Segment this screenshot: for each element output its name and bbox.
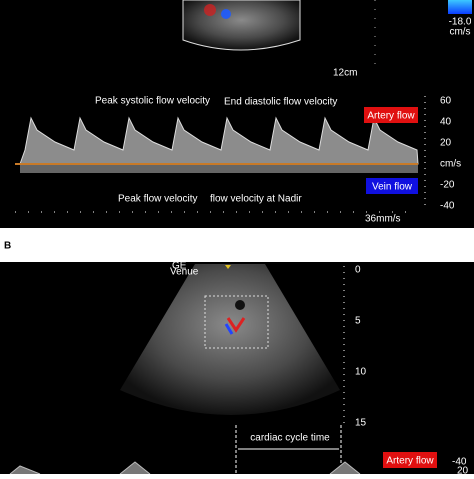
b-mode-image	[120, 264, 340, 415]
depth-label: 5	[355, 316, 361, 327]
doppler-spectrum	[19, 116, 419, 173]
depth-label: 0	[355, 265, 361, 276]
artery-spectrum	[19, 116, 419, 165]
velocity-label: -40	[452, 457, 467, 468]
color-box	[204, 295, 269, 349]
panel-label: B	[4, 241, 11, 252]
color-flow	[226, 317, 246, 333]
color-scale-unit: cm/s	[449, 27, 470, 38]
velocity-label: -20	[440, 180, 455, 191]
annotation: End diastolic flow velocity	[224, 97, 337, 108]
velocity-label: 20	[440, 138, 452, 149]
velocity-label: cm/s	[440, 159, 461, 170]
device-label: Venue	[170, 267, 199, 278]
cycle-label: cardiac cycle time	[250, 433, 330, 444]
color-scale-min: -18.0	[449, 17, 472, 28]
depth-label: 12cm	[333, 68, 357, 79]
color-bar	[448, 0, 472, 14]
annotation: Peak systolic flow velocity	[95, 96, 210, 107]
velocity-label: 40	[440, 117, 452, 128]
artery-flow-box	[383, 452, 437, 468]
artery-flow-label: Artery flow	[367, 111, 415, 122]
sweep-speed: 36mm/s	[365, 214, 401, 225]
depth-label: 15	[355, 418, 367, 429]
annotation: Peak flow velocity	[118, 194, 197, 205]
color-flow	[221, 9, 231, 19]
doppler-spectrum	[9, 461, 361, 475]
vein-spectrum	[20, 165, 418, 173]
annotation: flow velocity at Nadir	[210, 194, 302, 205]
velocity-label: -40	[440, 201, 455, 212]
color-flow	[204, 4, 216, 16]
vessel	[235, 300, 245, 310]
vein-flow-label: Vein flow	[372, 182, 413, 193]
velocity-label: 60	[440, 96, 452, 107]
vein-flow-box	[366, 178, 418, 194]
color-flow	[224, 323, 234, 335]
marker	[225, 265, 231, 269]
device-label: GE	[172, 261, 187, 272]
velocity-label: 20	[457, 466, 469, 474]
artery-flow-box	[364, 107, 418, 123]
b-mode-image	[182, 0, 301, 51]
depth-label: 10	[355, 367, 367, 378]
artery-flow-label: Artery flow	[386, 456, 434, 467]
